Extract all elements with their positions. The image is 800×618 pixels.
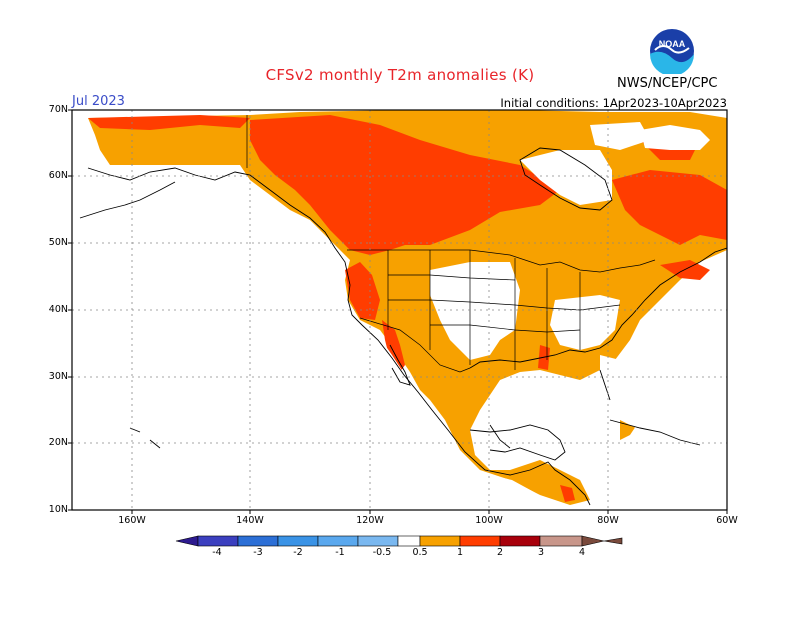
- forecast-month: Jul 2023: [72, 94, 125, 109]
- lon-label: 60W: [716, 515, 738, 526]
- colorbar-label: 3: [537, 547, 545, 558]
- colorbar-label: 0.5: [412, 547, 428, 558]
- axis-ticks: [68, 109, 728, 514]
- logo-text: NOAA: [659, 39, 686, 49]
- agency-label: NWS/NCEP/CPC: [617, 76, 718, 91]
- lon-label: 100W: [475, 515, 503, 526]
- colorbar-label: 2: [496, 547, 504, 558]
- lon-label: 140W: [236, 515, 264, 526]
- colorbar-label: 1: [456, 547, 464, 558]
- initial-conditions: Initial conditions: 1Apr2023-10Apr2023: [500, 96, 727, 110]
- colorbar-label: -2: [293, 547, 303, 558]
- lat-label: 70N: [48, 104, 68, 115]
- lat-label: 40N: [48, 304, 68, 315]
- colorbar-label: -4: [212, 547, 222, 558]
- colorbar-label: 4: [578, 547, 586, 558]
- colorbar-label: -3: [253, 547, 263, 558]
- lat-label: 50N: [48, 237, 68, 248]
- colorbar-label: -1: [335, 547, 345, 558]
- lon-label: 120W: [356, 515, 384, 526]
- anomaly-neutral-region: [72, 122, 727, 510]
- coastline-lines: [79, 147, 727, 506]
- lon-label: 80W: [597, 515, 619, 526]
- noaa-logo: NOAA: [650, 29, 694, 74]
- lat-label: 10N: [48, 504, 68, 515]
- colorbar-label: -0.5: [372, 547, 392, 558]
- map-title: CFSv2 monthly T2m anomalies (K): [265, 66, 535, 84]
- lat-label: 30N: [48, 371, 68, 382]
- lat-label: 60N: [48, 170, 68, 181]
- lat-label: 20N: [48, 437, 68, 448]
- political-borders: [246, 115, 656, 373]
- graticule: [72, 110, 727, 510]
- lon-label: 160W: [118, 515, 146, 526]
